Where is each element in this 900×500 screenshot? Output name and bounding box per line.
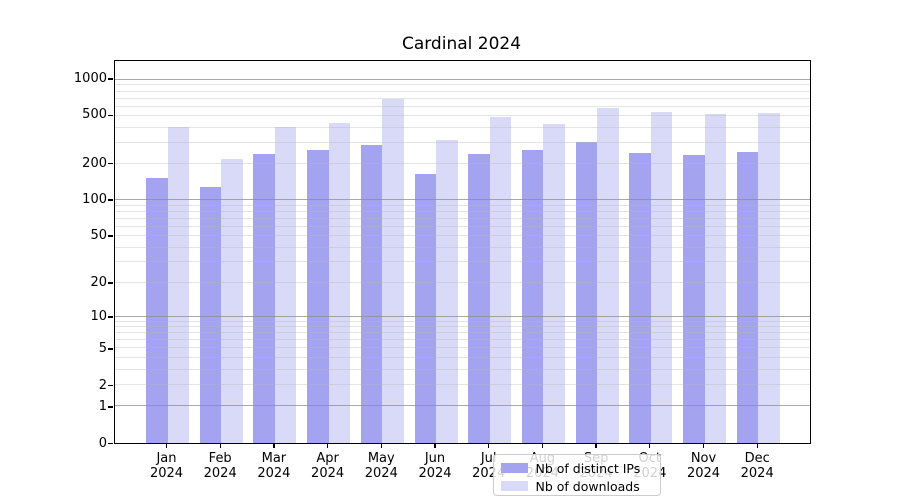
legend: Nb of distinct IPs Nb of downloads [492,454,661,496]
bars-layer [115,61,810,443]
bar-downloads-nov [704,114,726,443]
x-tick-label-jan: Jan 2024 [149,451,184,481]
bar-distinct-ips-mar [253,154,275,443]
x-tick-label-feb: Feb 2024 [203,451,237,481]
bar-downloads-dec [758,113,780,443]
y-tick-mark [108,199,113,201]
x-tick-mark [649,443,651,448]
y-tick-label: 100 [82,191,107,207]
y-tick-label: 0 [98,435,107,451]
x-tick-mark [165,443,168,448]
bar-distinct-ips-nov [683,154,705,443]
x-tick-mark [488,443,490,448]
bar-distinct-ips-jan [146,177,168,443]
bar-downloads-sep [597,108,619,443]
y-tick-label: 5 [98,340,107,356]
x-tick-label-nov: Nov 2024 [686,451,721,481]
y-tick-label: 2 [98,377,107,393]
y-tick-label: 500 [82,107,107,123]
x-tick-mark [702,443,705,448]
bar-distinct-ips-may [360,145,383,443]
y-tick-mark [108,406,113,408]
y-tick-mark [108,235,113,237]
x-tick-mark [326,443,329,448]
plot-area: Nb of distinct IPs Nb of downloads [113,60,811,496]
legend-label-distinct-ips: Nb of distinct IPs [535,460,641,476]
bar-distinct-ips-feb [199,187,222,443]
bar-downloads-apr [328,122,351,443]
bar-downloads-may [382,99,404,443]
bar-downloads-mar [274,127,297,443]
bar-distinct-ips-dec [736,152,759,443]
x-tick-mark [541,443,544,448]
y-tick-label: 1000 [73,70,107,86]
y-tick-label: 10 [90,308,107,324]
bar-downloads-jan [167,126,189,443]
chart-title: Cardinal 2024 [401,34,522,54]
x-tick-label-may: May 2024 [364,451,398,481]
bar-downloads-feb [221,159,243,443]
x-tick-label-mar: Mar 2024 [257,451,291,481]
legend-item-distinct-ips: Nb of distinct IPs [500,460,660,476]
y-tick-label: 200 [82,155,107,171]
y-tick-mark [108,114,113,117]
bar-distinct-ips-jul [468,154,490,443]
x-tick-mark [219,443,221,448]
y-tick-mark [108,384,113,387]
bar-distinct-ips-oct [629,152,651,443]
bar-distinct-ips-sep [575,142,598,443]
x-tick-mark [434,443,436,448]
legend-swatch-distinct-ips [500,463,528,473]
y-tick-mark [108,348,113,350]
x-tick-mark [273,443,275,448]
y-tick-mark [108,282,113,284]
y-tick-label: 1 [98,398,107,414]
bar-downloads-jul [489,116,512,443]
x-tick-mark [595,443,597,448]
y-tick-label: 50 [90,228,107,244]
y-tick-mark [108,162,113,165]
x-tick-mark [380,443,382,448]
x-tick-mark [756,443,758,448]
bar-downloads-aug [543,124,565,443]
legend-swatch-downloads [500,481,528,491]
y-tick-label: 20 [90,274,107,290]
bar-downloads-oct [650,112,673,443]
legend-item-downloads: Nb of downloads [500,478,660,494]
legend-label-downloads: Nb of downloads [535,478,640,494]
y-tick-mark [108,316,113,318]
x-tick-label-jun: Jun 2024 [418,451,452,481]
bar-distinct-ips-apr [307,149,329,443]
x-tick-label-dec: Dec 2024 [740,451,774,481]
bar-downloads-jun [436,140,458,443]
bar-distinct-ips-jun [414,173,436,443]
y-tick-mark [108,78,113,80]
x-tick-label-apr: Apr 2024 [311,451,345,481]
bar-distinct-ips-aug [521,150,544,443]
y-tick-mark [108,442,113,445]
